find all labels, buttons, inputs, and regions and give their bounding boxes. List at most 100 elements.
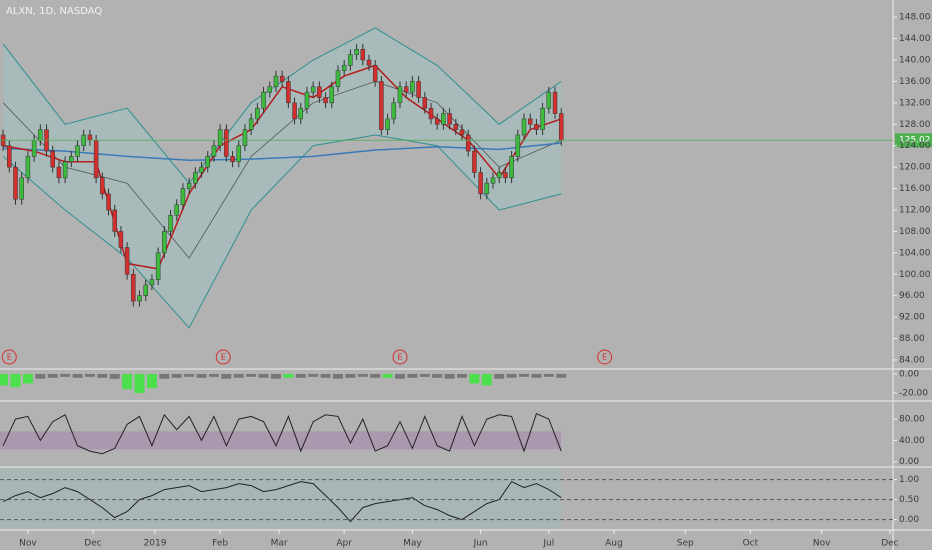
- event-marker: [392, 349, 408, 365]
- histogram-bar: [159, 373, 170, 379]
- histogram-bar: [270, 373, 281, 379]
- y-tick-label: 0.00: [899, 515, 919, 525]
- candle-body: [25, 156, 31, 179]
- candle-body: [162, 231, 167, 254]
- candle-body: [292, 102, 297, 120]
- candle-body: [224, 129, 229, 157]
- candle-body: [372, 65, 378, 82]
- candle-body: [379, 81, 384, 130]
- candle-body: [255, 107, 260, 120]
- candle-body: [186, 182, 192, 189]
- candle-body: [75, 145, 80, 157]
- candle-body: [317, 86, 322, 98]
- candle-body: [335, 70, 341, 88]
- candle-body: [199, 166, 204, 173]
- candle-body: [540, 107, 545, 130]
- x-tick-label: Jul: [542, 539, 554, 549]
- candle-body: [428, 107, 434, 120]
- candle-body: [546, 91, 552, 109]
- histogram-bar: [457, 373, 468, 378]
- histogram-bar: [22, 373, 33, 384]
- candle-body: [527, 118, 533, 125]
- histogram-bar: [308, 373, 319, 377]
- histogram-bar: [35, 373, 46, 379]
- oscillator-line: [2, 480, 562, 523]
- candle-body: [496, 172, 502, 179]
- histogram-bar: [432, 373, 443, 378]
- histogram-bar: [295, 373, 306, 378]
- candle-body: [360, 49, 366, 61]
- candle-body: [69, 156, 74, 163]
- oscillator-line: [2, 413, 562, 455]
- candle-body: [329, 86, 335, 104]
- candle-body: [124, 247, 130, 275]
- candle-body: [143, 284, 148, 296]
- candle-body: [205, 156, 210, 168]
- histogram-bar: [134, 373, 145, 393]
- candle-body: [422, 97, 428, 109]
- candle-body: [447, 113, 452, 125]
- histogram-bar: [531, 373, 542, 378]
- candle-body: [459, 129, 465, 136]
- candle-body: [31, 140, 37, 157]
- histogram-bar: [519, 373, 530, 377]
- candle-body: [174, 204, 179, 216]
- histogram-bar: [556, 373, 567, 378]
- histogram-bar: [221, 373, 232, 379]
- candle-body: [552, 91, 558, 114]
- y-tick-label: 144.00: [899, 34, 931, 44]
- histogram-bar: [109, 373, 120, 379]
- event-label: E: [397, 353, 402, 362]
- candle-body: [348, 54, 353, 66]
- candle-body: [509, 156, 514, 179]
- event-marker: [1, 349, 17, 365]
- y-tick-label: 1.00: [899, 475, 919, 485]
- candle-body: [310, 86, 316, 93]
- candle-body: [19, 177, 24, 200]
- histogram-bar: [122, 373, 133, 390]
- candle-body: [515, 134, 521, 157]
- candle-body: [279, 75, 285, 82]
- histogram-bar: [394, 373, 405, 379]
- x-tick-label: Aug: [605, 539, 623, 549]
- last-price-badge: [895, 133, 932, 148]
- candle-body: [62, 161, 68, 179]
- histogram-bar: [543, 373, 554, 377]
- candle-body: [385, 118, 390, 130]
- x-tick-label: Dec: [84, 539, 101, 549]
- candle-body: [286, 81, 291, 104]
- histogram-bar: [345, 373, 356, 378]
- candle-body: [236, 145, 242, 163]
- candle-body: [13, 166, 18, 200]
- histogram-bar: [320, 373, 331, 378]
- y-tick-label: 104.00: [899, 248, 931, 258]
- candle-body: [478, 172, 483, 195]
- histogram-bar: [208, 373, 219, 377]
- candle-body: [242, 129, 248, 146]
- candle-body: [503, 172, 508, 179]
- y-tick-label: 96.00: [899, 291, 925, 301]
- histogram-bar: [184, 373, 195, 377]
- x-tick-label: Feb: [212, 539, 228, 549]
- candle-body: [397, 86, 403, 104]
- y-tick-label: 100.00: [899, 270, 931, 280]
- histogram-bar: [283, 373, 294, 378]
- candle-body: [168, 215, 173, 232]
- candle-body: [137, 295, 142, 302]
- histogram-bar: [233, 373, 244, 378]
- histogram-bar: [481, 373, 492, 386]
- y-tick-label: 40.00: [899, 436, 925, 446]
- candle-body: [323, 97, 328, 104]
- histogram-bar: [97, 373, 108, 378]
- candle-body: [248, 118, 254, 130]
- last-price-label: 125.02: [899, 136, 931, 146]
- histogram-bar: [10, 373, 21, 388]
- candle-body: [180, 188, 186, 205]
- event-label: E: [7, 353, 12, 362]
- event-marker: [597, 349, 613, 365]
- histogram-bar: [357, 373, 368, 377]
- y-tick-label: 88.00: [899, 334, 925, 344]
- histogram-bar: [444, 373, 455, 379]
- candle-body: [298, 107, 304, 120]
